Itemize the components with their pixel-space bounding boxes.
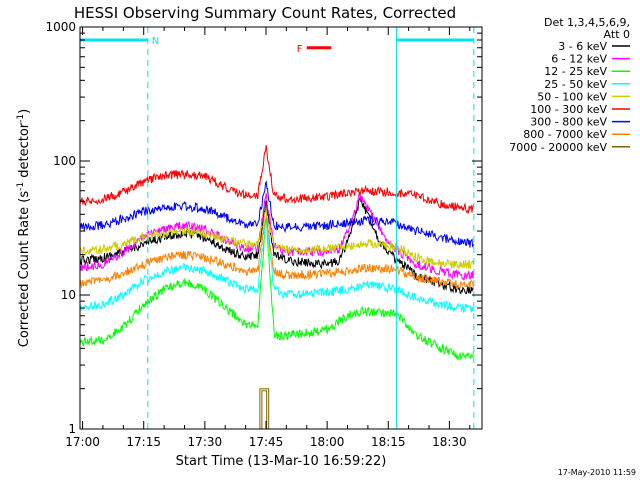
legend-label: 12 - 25 keV xyxy=(544,65,607,78)
x-axis-label: Start Time (13-Mar-10 16:59:22) xyxy=(176,454,387,469)
series-12-25-kev xyxy=(80,216,474,361)
flag-label-f: F xyxy=(297,44,303,55)
x-tick-label: 17:45 xyxy=(249,435,284,449)
legend-label: 6 - 12 keV xyxy=(551,53,607,66)
series-100-300-kev xyxy=(80,145,474,215)
y-axis-label-exponent-1: -1 xyxy=(16,182,26,191)
timestamp: 17-May-2010 11:59 xyxy=(558,468,636,477)
y-tick-label: 1 xyxy=(68,422,76,436)
legend-label: 300 - 800 keV xyxy=(530,116,607,129)
legend-label: 800 - 7000 keV xyxy=(523,128,607,141)
legend-label: 50 - 100 keV xyxy=(537,90,607,103)
series-800-7000-kev xyxy=(80,216,474,290)
y-axis-label-exponent-2: -1 xyxy=(16,114,26,123)
x-tick-label: 17:30 xyxy=(188,435,223,449)
flag-overlay-layer: NF xyxy=(80,27,475,429)
series-3-6-kev xyxy=(80,196,474,295)
x-tick-label: 18:00 xyxy=(310,435,345,449)
y-axis-label-end: ) xyxy=(17,109,32,114)
series-300-800-kev xyxy=(80,180,474,248)
y-axis-label: Corrected Count Rate (s-1 detector-1) xyxy=(16,109,32,347)
x-axis: 17:00 17:15 17:30 17:45 18:00 18:15 18:30 xyxy=(65,27,471,449)
flag-label-n: N xyxy=(152,36,159,47)
chart-title: HESSI Observing Summary Count Rates, Cor… xyxy=(74,4,456,22)
y-axis-label-main: Corrected Count Rate (s xyxy=(17,191,32,348)
legend-label: 7000 - 20000 keV xyxy=(509,141,607,154)
legend-label: 25 - 50 keV xyxy=(544,78,607,91)
legend-label: 100 - 300 keV xyxy=(530,103,607,116)
y-axis-label-mid: detector xyxy=(17,122,32,182)
y-tick-label: 10 xyxy=(61,288,76,302)
x-tick-label: 18:30 xyxy=(432,435,467,449)
series-7000-20000-kev xyxy=(259,388,270,429)
series-50-100-kev xyxy=(80,209,474,270)
plot-frame xyxy=(79,26,483,430)
y-axis: 1 10 100 1000 xyxy=(45,20,482,436)
x-tick-label: 17:15 xyxy=(126,435,161,449)
legend-label: 3 - 6 keV xyxy=(558,40,607,53)
legend-header-line-2: Att 0 xyxy=(604,28,630,41)
y-tick-label: 100 xyxy=(53,154,76,168)
series-25-50-kev xyxy=(80,220,474,314)
x-tick-label: 17:00 xyxy=(65,435,100,449)
legend-header-line-1: Det 1,3,4,5,6,9, xyxy=(544,16,630,29)
series-layer xyxy=(80,145,474,429)
x-tick-label: 18:15 xyxy=(371,435,406,449)
y-tick-label: 1000 xyxy=(45,20,76,34)
